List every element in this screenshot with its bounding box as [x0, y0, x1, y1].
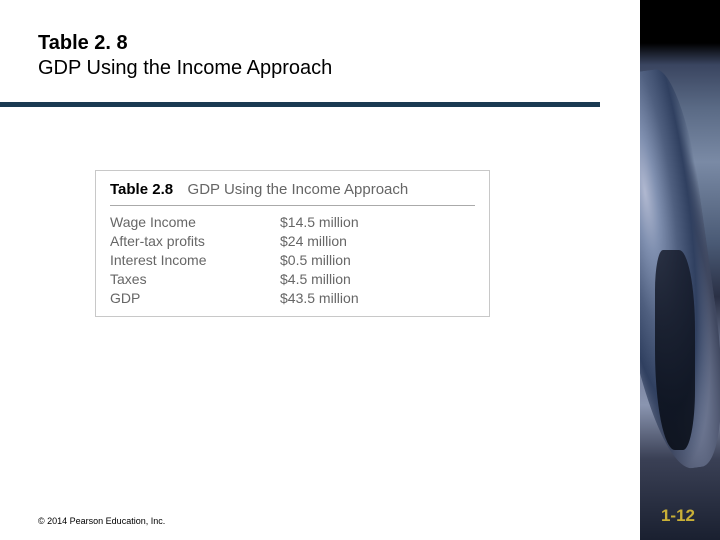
row-value: $14.5 million — [280, 214, 475, 230]
row-label: Interest Income — [110, 252, 280, 268]
footer: © 2014 Pearson Education, Inc. 1-12 — [38, 506, 700, 526]
figure-caption: GDP Using the Income Approach — [188, 181, 409, 198]
table-title-row: Table 2.8 GDP Using the Income Approach — [110, 181, 475, 206]
row-label: GDP — [110, 290, 280, 306]
table-number: Table 2. 8 — [38, 32, 720, 55]
row-label: Wage Income — [110, 214, 280, 230]
page-number: 1-12 — [661, 506, 695, 526]
copyright-text: © 2014 Pearson Education, Inc. — [38, 516, 165, 526]
row-label: Taxes — [110, 271, 280, 287]
decorative-side-image — [640, 0, 720, 540]
row-value: $43.5 million — [280, 290, 475, 306]
slide-title: GDP Using the Income Approach — [38, 57, 720, 80]
row-value: $24 million — [280, 233, 475, 249]
row-label: After-tax profits — [110, 233, 280, 249]
row-value: $4.5 million — [280, 271, 475, 287]
table-figure: Table 2.8 GDP Using the Income Approach … — [95, 170, 490, 317]
slide: Table 2. 8 GDP Using the Income Approach… — [0, 0, 720, 540]
row-value: $0.5 million — [280, 252, 475, 268]
data-rows: Wage Income $14.5 million After-tax prof… — [110, 214, 475, 306]
figure-label: Table 2.8 — [110, 181, 173, 198]
header-divider — [0, 102, 600, 107]
slide-header: Table 2. 8 GDP Using the Income Approach — [0, 0, 720, 80]
